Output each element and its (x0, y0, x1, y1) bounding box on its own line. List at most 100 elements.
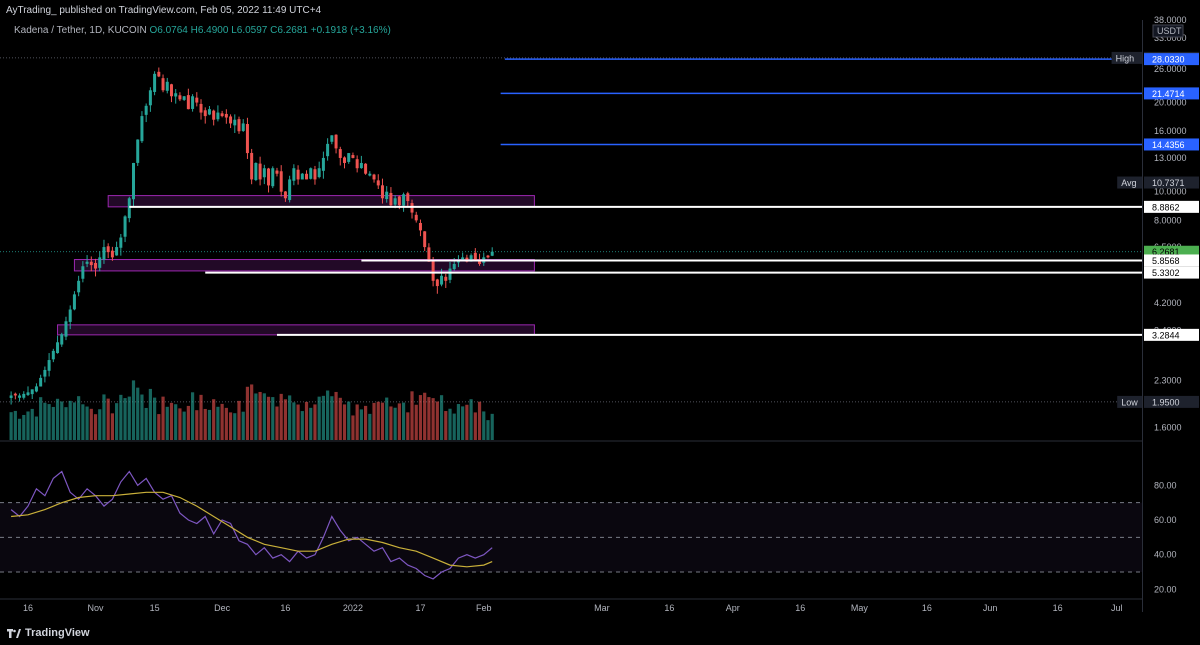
candle-body (199, 103, 203, 113)
volume-bar (401, 402, 406, 440)
volume-bar (393, 407, 397, 440)
volume-bar (262, 393, 266, 440)
price-label-badge (1144, 53, 1199, 66)
grid-lines (0, 20, 1143, 612)
candle-body (275, 170, 279, 174)
candle-body (157, 71, 161, 77)
candle-body (140, 116, 144, 142)
candle-body (309, 168, 313, 179)
candle-body (397, 196, 401, 206)
volume-bar (275, 406, 279, 440)
low-value: L6.0597 (231, 25, 268, 36)
candle-body (212, 110, 216, 120)
volume-bar (355, 404, 359, 440)
tradingview-footer[interactable]: TradingView (7, 627, 90, 639)
candle-body (423, 231, 427, 248)
volume-bar (456, 404, 461, 440)
candle-body (338, 149, 342, 158)
price-tag-badge (1111, 51, 1142, 64)
change-value: +0.1918 (+3.16%) (310, 25, 391, 36)
volume-bar (228, 412, 233, 440)
volume-bar (317, 396, 321, 440)
price-label-badge (1144, 176, 1199, 189)
volume-bar (153, 397, 157, 440)
candle-body (321, 157, 325, 171)
volume-bar (77, 396, 81, 440)
volume-bar (418, 395, 423, 440)
volume-bar (51, 406, 55, 440)
candle-body (351, 155, 355, 158)
candle-body (478, 260, 482, 264)
symbol-legend[interactable]: Kadena / Tether, 1D, KUCOIN O6.0764 H6.4… (14, 25, 391, 36)
support-zone (107, 195, 535, 208)
rsi-line (10, 470, 493, 580)
candle-body (343, 157, 346, 163)
volume-bar (427, 397, 431, 440)
volume-bar (461, 406, 465, 440)
rsi-tick-label: 40.00 (1154, 550, 1177, 560)
volume-bar (237, 400, 241, 440)
candle-body (448, 268, 452, 280)
candle-body (237, 119, 241, 132)
volume-bar (123, 398, 127, 440)
rsi-ma-line (11, 491, 493, 568)
candle-body (119, 237, 123, 248)
open-value: O6.0764 (149, 25, 188, 36)
candle-body (444, 276, 448, 281)
volume-bar (182, 411, 186, 440)
candle-body (334, 134, 338, 149)
price-tag-label: Low (1121, 397, 1138, 407)
rsi-tick-label: 80.00 (1154, 480, 1177, 490)
candle-body (22, 393, 26, 398)
symbol-name: Kadena / Tether, 1D, KUCOIN (14, 25, 147, 36)
support-zone (57, 324, 535, 336)
price-label-value: 21.4714 (1152, 89, 1185, 99)
candle-body (402, 194, 406, 206)
price-label-value: 5.8568 (1152, 256, 1180, 266)
candle-body (292, 168, 296, 181)
candle-body (34, 386, 38, 392)
price-tick-label: 13.0000 (1154, 153, 1187, 163)
candle-body (94, 262, 98, 269)
volume-bar (30, 408, 34, 440)
volume-bar (13, 410, 17, 440)
candle-body (110, 250, 114, 258)
volume-bar (195, 410, 199, 440)
candle-body (296, 169, 300, 180)
volume-bar (334, 391, 338, 440)
candle-body (245, 124, 249, 154)
candle-body (271, 168, 275, 187)
volume-bar (9, 412, 13, 440)
price-label-value: 14.4356 (1152, 140, 1185, 150)
volume-bar (224, 407, 228, 440)
volume-bar (212, 399, 216, 440)
volume-bar (359, 409, 363, 440)
volume-bar (34, 416, 39, 440)
volume-bar (330, 396, 334, 440)
volume-bar (233, 413, 237, 440)
price-label-value: 8.8862 (1152, 202, 1180, 212)
candle-body (418, 222, 422, 231)
volume-bar (300, 411, 304, 440)
candle-body (68, 309, 72, 322)
price-label-badge (1144, 254, 1199, 267)
candle-body (77, 280, 81, 293)
price-axis-background (1143, 0, 1200, 645)
price-tag-badge (1117, 176, 1142, 189)
volume-bar (452, 413, 456, 440)
time-tick-label: Jun (983, 603, 998, 613)
candle-body (368, 173, 372, 176)
volume-bars (9, 380, 494, 440)
volume-bar (89, 408, 93, 440)
price-axis[interactable]: 38.0000 33.0000 26.0000 20.0000 16.0000 13.00… (1111, 0, 1200, 645)
volume-bar (304, 401, 309, 440)
time-tick-label: Nov (88, 603, 105, 613)
volume-bar (39, 397, 43, 440)
candle-body (300, 173, 304, 180)
candle-body (178, 95, 182, 100)
candle-body (486, 255, 490, 258)
time-tick-label: 2022 (343, 603, 363, 613)
volume-bar (190, 392, 195, 440)
volume-bar (439, 395, 444, 440)
time-axis[interactable]: 16 Nov 15 Dec 16 2022 17 Feb Mar 16 Apr 16 May 16 Jun 1… (23, 603, 1123, 613)
